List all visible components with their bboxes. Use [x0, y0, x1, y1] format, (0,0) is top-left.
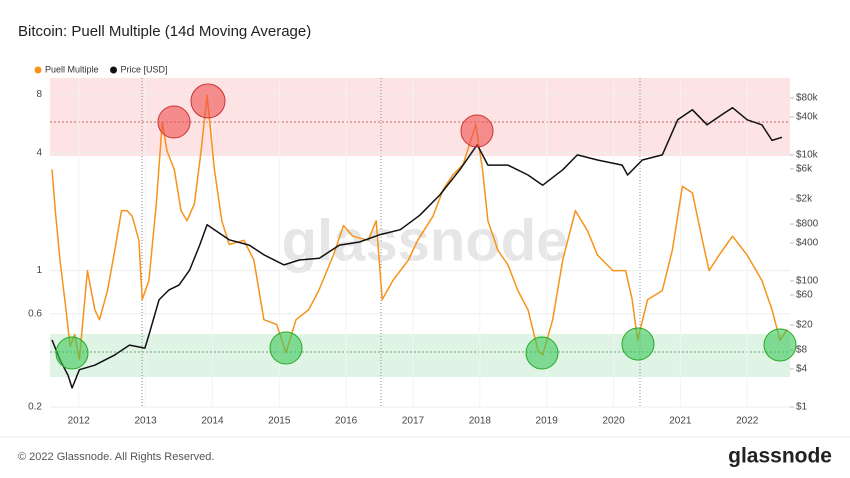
- y2-tick-label: $4: [796, 364, 808, 375]
- y2-tick-label: $40k: [796, 112, 819, 123]
- series-line: [51, 94, 788, 361]
- bottom-circle: [621, 327, 655, 361]
- legend-marker: [110, 66, 118, 74]
- x-tick-label: 2017: [402, 416, 425, 427]
- peak-circle: [190, 83, 226, 119]
- x-tick-label: 2018: [469, 416, 492, 427]
- legend-label: Price [USD]: [121, 64, 168, 74]
- plot-frame: [50, 78, 790, 408]
- y2-tick-label: $60: [796, 290, 813, 301]
- peak-circle: [157, 105, 191, 139]
- grid: 0.2 0.6 1 4 8 $1 $4 $8 $20 $60 $100 $400 $800 $2k $6k $…: [28, 78, 819, 427]
- peak-circle: [460, 114, 494, 148]
- y2-tick-label: $10k: [796, 150, 819, 161]
- x-tick-label: 2016: [335, 416, 358, 427]
- y2-tick-label: $20: [796, 320, 813, 331]
- highlight-circles: [55, 83, 797, 370]
- y-tick-label: 0.6: [28, 309, 42, 320]
- legend: Puell Multiple Price [USD]: [34, 64, 168, 74]
- footer: © 2022 Glassnode. All Rights Reserved.: [18, 451, 214, 463]
- x-tick-label: 2012: [68, 416, 91, 427]
- x-tick-label: 2020: [602, 416, 625, 427]
- bottom-circle: [525, 336, 559, 370]
- y2-tick-label: $1: [796, 402, 808, 413]
- legend-marker: [34, 66, 42, 74]
- y-tick-label: 4: [36, 148, 42, 159]
- bottom-circle: [269, 331, 303, 365]
- y-tick-label: 0.2: [28, 402, 42, 413]
- y2-tick-label: $8: [796, 345, 808, 356]
- series-line: [51, 106, 783, 389]
- y-tick-label: 1: [36, 265, 42, 276]
- logo: glassnode: [728, 445, 832, 468]
- x-tick-label: 2019: [536, 416, 559, 427]
- y2-tick-label: $6k: [796, 164, 813, 175]
- x-tick-label: 2022: [736, 416, 759, 427]
- x-tick-label: 2013: [134, 416, 157, 427]
- legend-label: Puell Multiple: [45, 64, 99, 74]
- x-tick-label: 2021: [669, 416, 692, 427]
- y-tick-label: 8: [36, 89, 42, 100]
- y2-tick-label: $100: [796, 276, 819, 287]
- undervalued-band: [50, 334, 790, 377]
- bottom-circle: [55, 336, 89, 370]
- chart-title: Bitcoin: Puell Multiple (14d Moving Aver…: [18, 23, 311, 40]
- x-tick-label: 2014: [201, 416, 224, 427]
- y2-tick-label: $400: [796, 238, 819, 249]
- y2-tick-label: $2k: [796, 194, 813, 205]
- x-tick-label: 2015: [268, 416, 291, 427]
- y2-tick-label: $80k: [796, 93, 819, 104]
- watermark: glassnode: [282, 208, 569, 273]
- y2-tick-label: $800: [796, 219, 819, 230]
- lines: [51, 94, 788, 389]
- bottom-circle: [763, 328, 797, 362]
